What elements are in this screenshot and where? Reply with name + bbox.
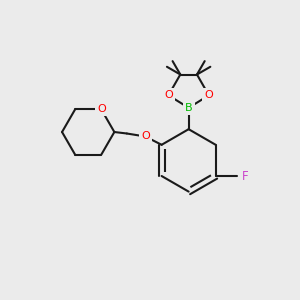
Text: O: O [164,90,173,100]
Text: B: B [185,103,193,113]
Text: F: F [242,169,248,182]
Text: O: O [97,104,106,114]
Text: O: O [141,131,150,142]
Text: O: O [205,90,213,100]
